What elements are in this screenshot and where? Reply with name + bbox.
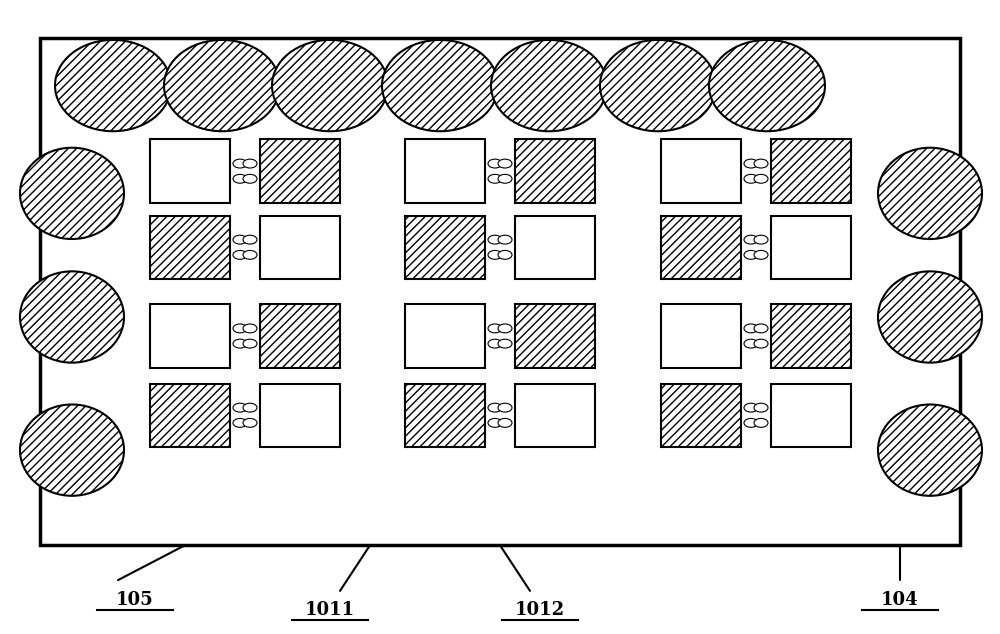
Circle shape — [233, 418, 247, 427]
Bar — [771, 384, 851, 447]
Bar — [661, 216, 741, 279]
Ellipse shape — [709, 40, 825, 131]
Circle shape — [488, 324, 502, 333]
Circle shape — [488, 250, 502, 259]
Circle shape — [233, 174, 247, 183]
Circle shape — [233, 339, 247, 348]
Circle shape — [233, 403, 247, 412]
Circle shape — [498, 250, 512, 259]
Circle shape — [488, 174, 502, 183]
Bar — [260, 304, 340, 368]
Circle shape — [498, 324, 512, 333]
Ellipse shape — [20, 404, 124, 496]
Ellipse shape — [878, 148, 982, 239]
Circle shape — [754, 324, 768, 333]
Circle shape — [233, 250, 247, 259]
Circle shape — [754, 174, 768, 183]
Circle shape — [744, 174, 758, 183]
Bar — [515, 216, 595, 279]
Circle shape — [744, 339, 758, 348]
Circle shape — [243, 159, 257, 168]
Ellipse shape — [272, 40, 388, 131]
Circle shape — [498, 418, 512, 427]
Bar — [405, 216, 485, 279]
Circle shape — [233, 324, 247, 333]
Circle shape — [744, 250, 758, 259]
Circle shape — [744, 235, 758, 244]
Ellipse shape — [55, 40, 171, 131]
Circle shape — [498, 174, 512, 183]
Bar — [260, 384, 340, 447]
Bar — [150, 216, 230, 279]
Bar — [150, 384, 230, 447]
Ellipse shape — [20, 148, 124, 239]
Bar — [771, 304, 851, 368]
Circle shape — [243, 418, 257, 427]
Bar — [150, 304, 230, 368]
Bar — [150, 139, 230, 203]
Bar — [515, 139, 595, 203]
Bar — [661, 304, 741, 368]
Circle shape — [744, 418, 758, 427]
Ellipse shape — [491, 40, 607, 131]
Bar — [661, 139, 741, 203]
Circle shape — [243, 250, 257, 259]
Bar — [515, 384, 595, 447]
Circle shape — [498, 403, 512, 412]
Bar — [40, 38, 960, 545]
Ellipse shape — [382, 40, 498, 131]
Circle shape — [243, 324, 257, 333]
Circle shape — [243, 235, 257, 244]
Circle shape — [233, 235, 247, 244]
Circle shape — [488, 418, 502, 427]
Bar — [515, 304, 595, 368]
Bar — [260, 139, 340, 203]
Circle shape — [754, 250, 768, 259]
Bar — [260, 216, 340, 279]
Circle shape — [744, 403, 758, 412]
Circle shape — [243, 339, 257, 348]
Circle shape — [754, 159, 768, 168]
Circle shape — [243, 174, 257, 183]
Circle shape — [488, 403, 502, 412]
Circle shape — [744, 159, 758, 168]
Circle shape — [488, 339, 502, 348]
Bar — [771, 216, 851, 279]
Circle shape — [754, 235, 768, 244]
Circle shape — [744, 324, 758, 333]
Ellipse shape — [600, 40, 716, 131]
Ellipse shape — [20, 271, 124, 363]
Circle shape — [754, 403, 768, 412]
Text: 104: 104 — [881, 591, 919, 609]
Text: 105: 105 — [116, 591, 154, 609]
Bar — [405, 304, 485, 368]
Text: 1012: 1012 — [515, 601, 565, 619]
Circle shape — [488, 159, 502, 168]
Ellipse shape — [164, 40, 280, 131]
Bar — [771, 139, 851, 203]
Ellipse shape — [878, 271, 982, 363]
Circle shape — [498, 235, 512, 244]
Circle shape — [754, 418, 768, 427]
Ellipse shape — [878, 404, 982, 496]
Bar — [405, 139, 485, 203]
Circle shape — [498, 339, 512, 348]
Circle shape — [243, 403, 257, 412]
Circle shape — [488, 235, 502, 244]
Bar — [661, 384, 741, 447]
Circle shape — [754, 339, 768, 348]
Circle shape — [233, 159, 247, 168]
Bar — [405, 384, 485, 447]
Text: 1011: 1011 — [305, 601, 355, 619]
Circle shape — [498, 159, 512, 168]
